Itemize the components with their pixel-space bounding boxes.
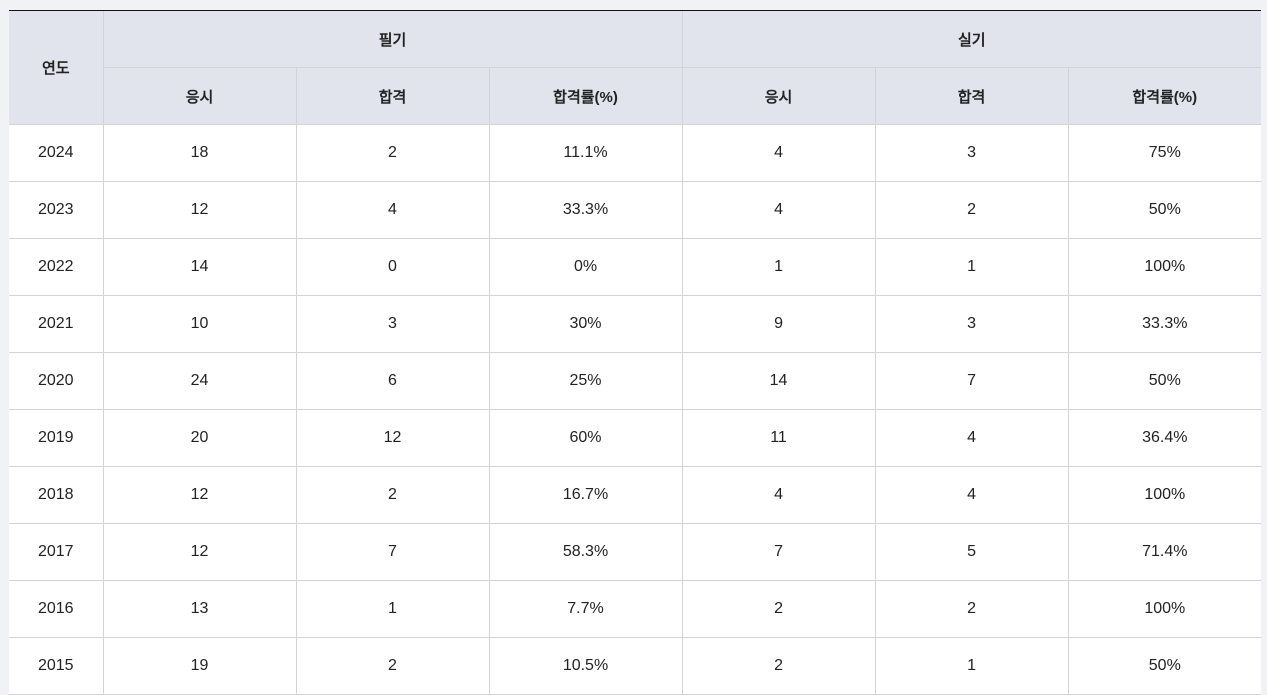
table-cell: 24 bbox=[102, 352, 297, 410]
table-cell: 1 bbox=[874, 238, 1069, 296]
practical-exam-header: 실기 bbox=[681, 11, 1262, 68]
table-cell: 14 bbox=[102, 238, 297, 296]
table-cell: 0 bbox=[295, 238, 490, 296]
table-cell: 100% bbox=[1067, 580, 1262, 638]
table-cell: 4 bbox=[295, 181, 490, 239]
year-cell: 2024 bbox=[9, 124, 104, 182]
table-cell: 10 bbox=[102, 295, 297, 353]
table-row: 2017 12 7 58.3% 7 5 71.4% bbox=[9, 523, 1262, 581]
table-cell: 2 bbox=[874, 580, 1069, 638]
table-cell: 7 bbox=[681, 523, 876, 581]
table-cell: 4 bbox=[681, 181, 876, 239]
table-cell: 14 bbox=[681, 352, 876, 410]
table-cell: 4 bbox=[874, 409, 1069, 467]
pass-rate-table-container: 연도 필기 실기 응시 합격 합격률(%) 응시 합격 합격률(%) 2024 18 2 11.… bbox=[9, 10, 1262, 695]
table-cell: 36.4% bbox=[1067, 409, 1262, 467]
table-row: 2021 10 3 30% 9 3 33.3% bbox=[9, 295, 1262, 353]
written-exam-header: 필기 bbox=[102, 11, 683, 68]
table-cell: 19 bbox=[102, 637, 297, 695]
table-cell: 100% bbox=[1067, 466, 1262, 524]
table-cell: 11.1% bbox=[488, 124, 683, 182]
year-cell: 2015 bbox=[9, 637, 104, 695]
year-cell: 2020 bbox=[9, 352, 104, 410]
table-cell: 50% bbox=[1067, 181, 1262, 239]
table-cell: 3 bbox=[874, 124, 1069, 182]
table-cell: 4 bbox=[681, 466, 876, 524]
table-cell: 58.3% bbox=[488, 523, 683, 581]
year-cell: 2018 bbox=[9, 466, 104, 524]
table-cell: 10.5% bbox=[488, 637, 683, 695]
sub-header: 응시 bbox=[681, 67, 876, 125]
table-cell: 4 bbox=[874, 466, 1069, 524]
table-row: 2023 12 4 33.3% 4 2 50% bbox=[9, 181, 1262, 239]
table-cell: 0% bbox=[488, 238, 683, 296]
year-cell: 2021 bbox=[9, 295, 104, 353]
sub-header: 합격 bbox=[295, 67, 490, 125]
table-cell: 1 bbox=[874, 637, 1069, 695]
table-cell: 12 bbox=[102, 466, 297, 524]
table-cell: 7 bbox=[874, 352, 1069, 410]
table-cell: 3 bbox=[295, 295, 490, 353]
table-cell: 7.7% bbox=[488, 580, 683, 638]
pass-rate-table: 연도 필기 실기 응시 합격 합격률(%) 응시 합격 합격률(%) 2024 18 2 11.… bbox=[9, 11, 1262, 695]
table-cell: 100% bbox=[1067, 238, 1262, 296]
table-cell: 11 bbox=[681, 409, 876, 467]
year-cell: 2016 bbox=[9, 580, 104, 638]
sub-header: 응시 bbox=[103, 67, 297, 125]
table-cell: 6 bbox=[295, 352, 490, 410]
table-cell: 4 bbox=[681, 124, 876, 182]
table-cell: 13 bbox=[102, 580, 297, 638]
table-cell: 12 bbox=[102, 181, 297, 239]
year-cell: 2023 bbox=[9, 181, 104, 239]
table-cell: 71.4% bbox=[1067, 523, 1262, 581]
table-cell: 2 bbox=[295, 466, 490, 524]
year-header: 연도 bbox=[9, 11, 104, 125]
sub-header: 합격 bbox=[874, 67, 1069, 125]
table-cell: 2 bbox=[874, 181, 1069, 239]
table-row: 2024 18 2 11.1% 4 3 75% bbox=[9, 124, 1262, 182]
year-cell: 2019 bbox=[9, 409, 104, 467]
table-cell: 25% bbox=[488, 352, 683, 410]
sub-header: 합격률(%) bbox=[1067, 67, 1262, 125]
table-cell: 7 bbox=[295, 523, 490, 581]
table-cell: 9 bbox=[681, 295, 876, 353]
table-cell: 1 bbox=[681, 238, 876, 296]
table-cell: 60% bbox=[488, 409, 683, 467]
year-cell: 2022 bbox=[9, 238, 104, 296]
table-cell: 2 bbox=[295, 124, 490, 182]
table-cell: 16.7% bbox=[488, 466, 683, 524]
table-cell: 12 bbox=[102, 523, 297, 581]
table-cell: 2 bbox=[681, 580, 876, 638]
table-cell: 3 bbox=[874, 295, 1069, 353]
table-cell: 30% bbox=[488, 295, 683, 353]
table-cell: 20 bbox=[102, 409, 297, 467]
table-cell: 33.3% bbox=[488, 181, 683, 239]
table-cell: 33.3% bbox=[1067, 295, 1262, 353]
table-cell: 12 bbox=[295, 409, 490, 467]
table-row: 2019 20 12 60% 11 4 36.4% bbox=[9, 409, 1262, 467]
table-row: 2018 12 2 16.7% 4 4 100% bbox=[9, 466, 1262, 524]
sub-header: 합격률(%) bbox=[488, 67, 683, 125]
table-row: 2020 24 6 25% 14 7 50% bbox=[9, 352, 1262, 410]
table-row: 2016 13 1 7.7% 2 2 100% bbox=[9, 580, 1262, 638]
table-cell: 5 bbox=[874, 523, 1069, 581]
table-cell: 1 bbox=[295, 580, 490, 638]
table-cell: 50% bbox=[1067, 352, 1262, 410]
table-cell: 75% bbox=[1067, 124, 1262, 182]
year-cell: 2017 bbox=[9, 523, 104, 581]
table-cell: 18 bbox=[102, 124, 297, 182]
table-row: 2022 14 0 0% 1 1 100% bbox=[9, 238, 1262, 296]
